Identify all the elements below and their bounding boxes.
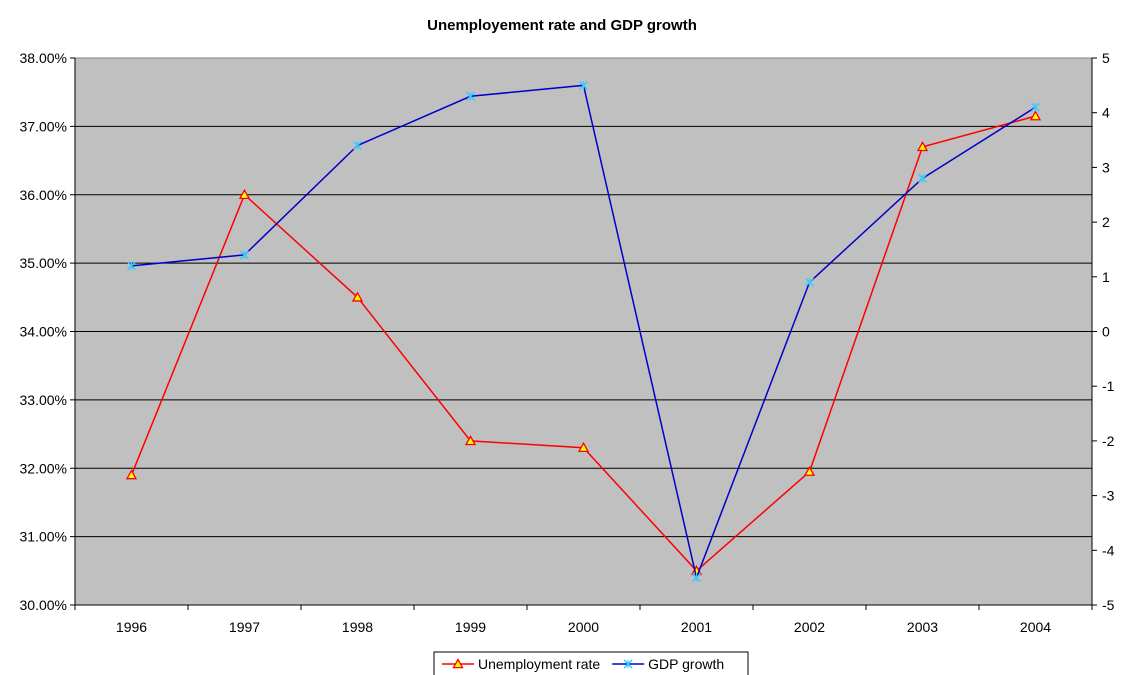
unemployment-rate-point (351, 291, 364, 302)
gdp-growth-point (578, 80, 589, 90)
x-tick-label: 1999 (455, 619, 486, 635)
legend-marker-gdp-growth (623, 659, 633, 669)
y-right-tick-label: 2 (1102, 214, 1110, 230)
y-right-tick-label: 5 (1102, 50, 1110, 66)
y-right-tick-label: 4 (1102, 105, 1110, 121)
unemployment-rate-point (577, 441, 590, 452)
y-left-tick-label: 34.00% (20, 324, 67, 340)
x-tick-label: 1996 (116, 619, 147, 635)
y-right-tick-label: 1 (1102, 269, 1110, 285)
unemployment-rate-point (125, 469, 138, 480)
series-layer (125, 80, 1042, 583)
y-right-tick-label: 0 (1102, 324, 1110, 340)
gdp-growth-point (239, 250, 250, 260)
gdp-growth-point (917, 173, 928, 183)
x-tick-label: 2001 (681, 619, 712, 635)
gdp-growth-point (1030, 102, 1041, 112)
gdp-growth-point (126, 261, 137, 271)
unemployment-rate-point (1029, 110, 1042, 121)
legend-label-unemployment-rate: Unemployment rate (478, 656, 600, 672)
x-tick-label: 2000 (568, 619, 599, 635)
legend-box (433, 651, 749, 675)
y-right-tick-label: 3 (1102, 159, 1110, 175)
unemployment-rate-point (238, 188, 251, 200)
legend-marker-unemployment-rate (452, 658, 464, 669)
y-right-tick-label: -3 (1102, 488, 1115, 504)
y-right-tick-label: -2 (1102, 433, 1115, 449)
x-tick-label: 1998 (342, 619, 373, 635)
gdp-growth-point (691, 573, 702, 583)
plot-area (74, 57, 1093, 606)
unemployment-rate-point (464, 435, 477, 446)
y-right-tick-label: -5 (1102, 597, 1115, 613)
y-right-tick-label: -1 (1102, 378, 1115, 394)
legend-label-gdp-growth: GDP growth (648, 656, 724, 672)
x-tick-label: 2004 (1020, 619, 1051, 635)
x-tick-label: 1997 (229, 619, 260, 635)
y-left-tick-label: 35.00% (20, 255, 67, 271)
gdp-growth-point (804, 277, 815, 287)
gdp-growth-point (465, 91, 476, 101)
y-left-tick-label: 32.00% (20, 460, 67, 476)
x-tick-label: 2003 (907, 619, 938, 635)
y-left-tick-label: 36.00% (20, 187, 67, 203)
y-left-tick-label: 31.00% (20, 529, 67, 545)
y-left-tick-label: 33.00% (20, 392, 67, 408)
unemployment-rate-point (916, 141, 929, 152)
legend: Unemployment rate GDP growth (433, 651, 749, 675)
unemployment-rate-point (803, 465, 816, 476)
y-left-tick-label: 37.00% (20, 118, 67, 134)
gdp-growth-point (352, 140, 363, 151)
y-left-tick-label: 38.00% (20, 50, 67, 66)
chart-title: Unemployement rate and GDP growth (427, 17, 697, 34)
x-tick-label: 2002 (794, 619, 825, 635)
y-right-tick-label: -4 (1102, 542, 1115, 558)
y-left-tick-label: 30.00% (20, 597, 67, 613)
axes: 30.00% 31.00% 32.00% 33.00% 34.00% 35.00% 36.0… (20, 50, 1115, 635)
